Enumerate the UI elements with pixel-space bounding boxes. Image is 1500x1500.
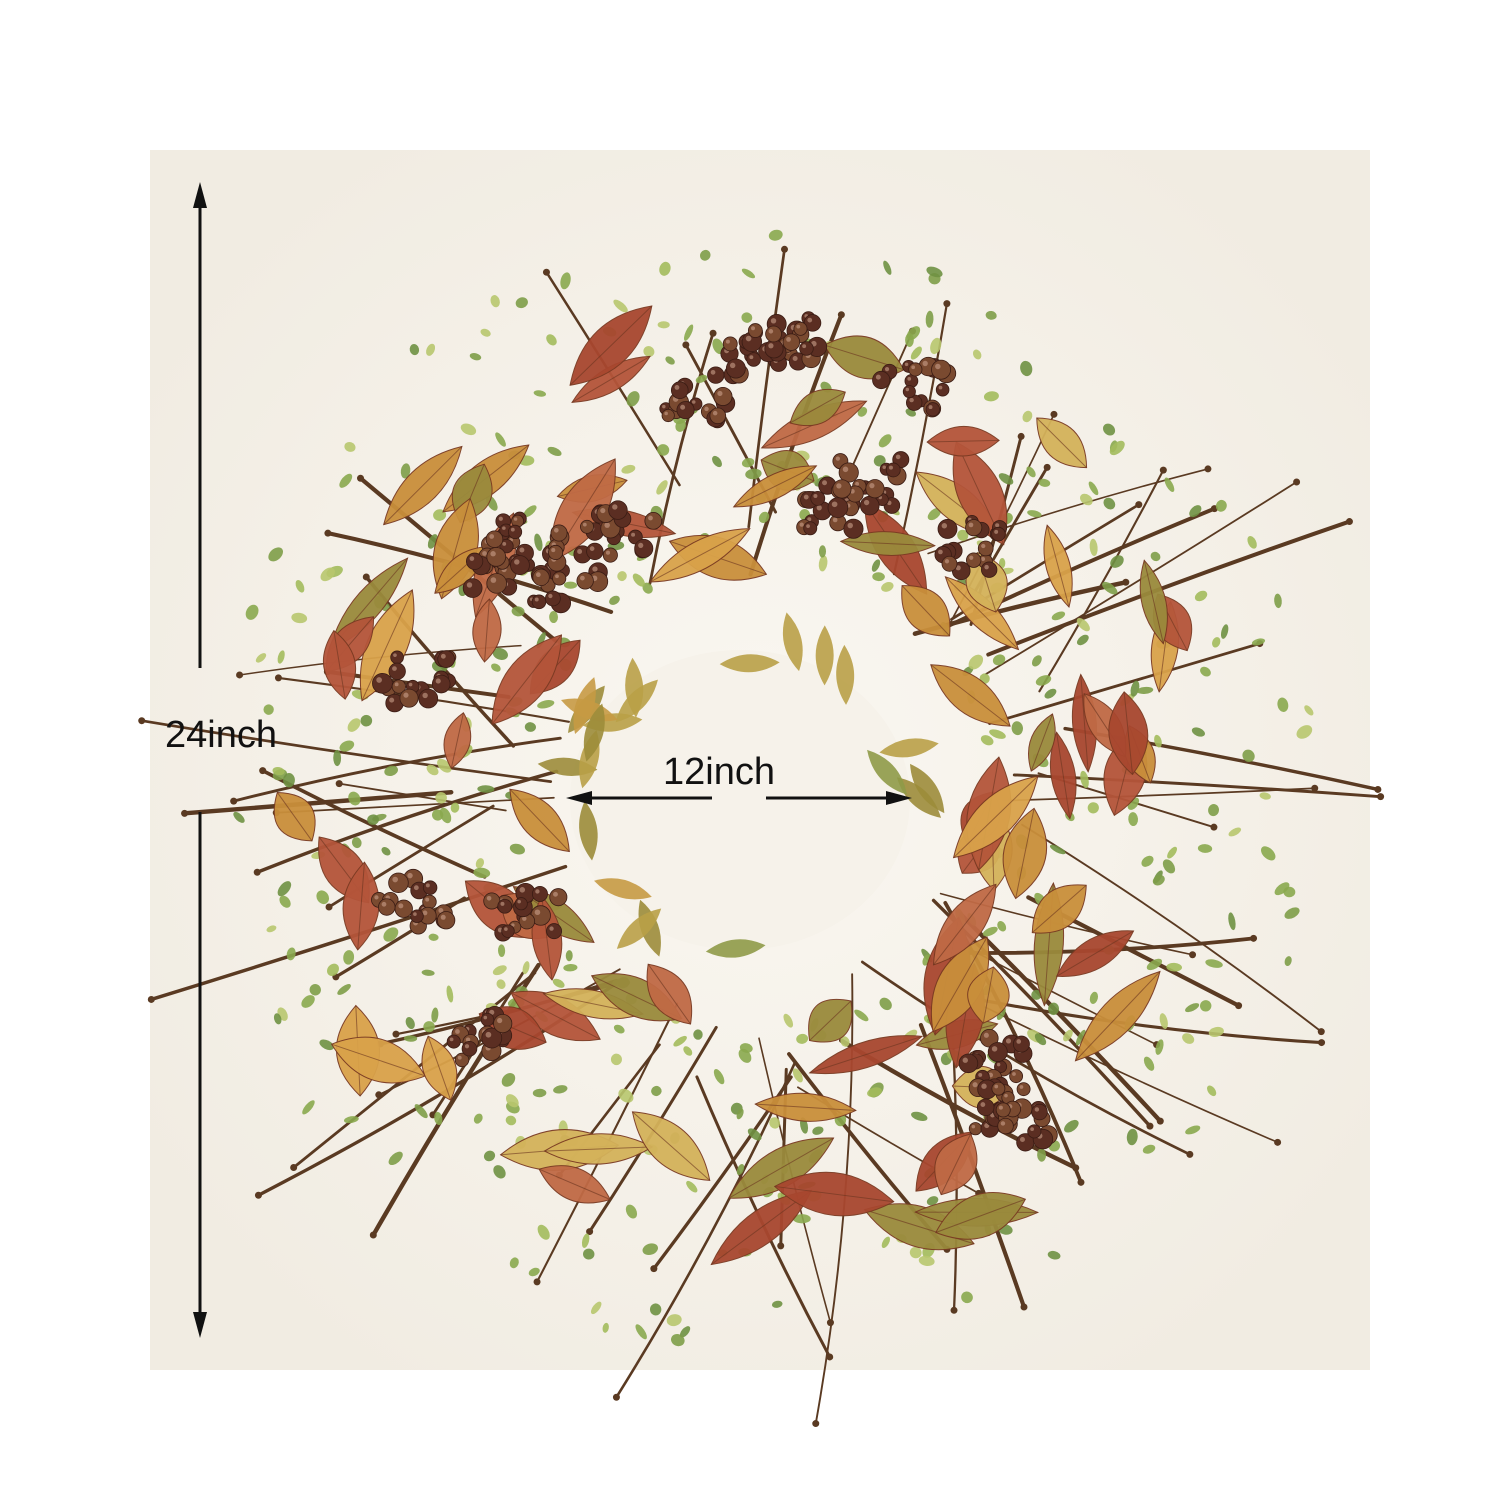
height-arrow bbox=[193, 182, 207, 1338]
wreath-illustration bbox=[138, 229, 1385, 1428]
width-dimension-label: 12inch bbox=[663, 751, 775, 793]
height-dimension-label: 24inch bbox=[165, 714, 277, 756]
width-arrow bbox=[566, 791, 912, 805]
